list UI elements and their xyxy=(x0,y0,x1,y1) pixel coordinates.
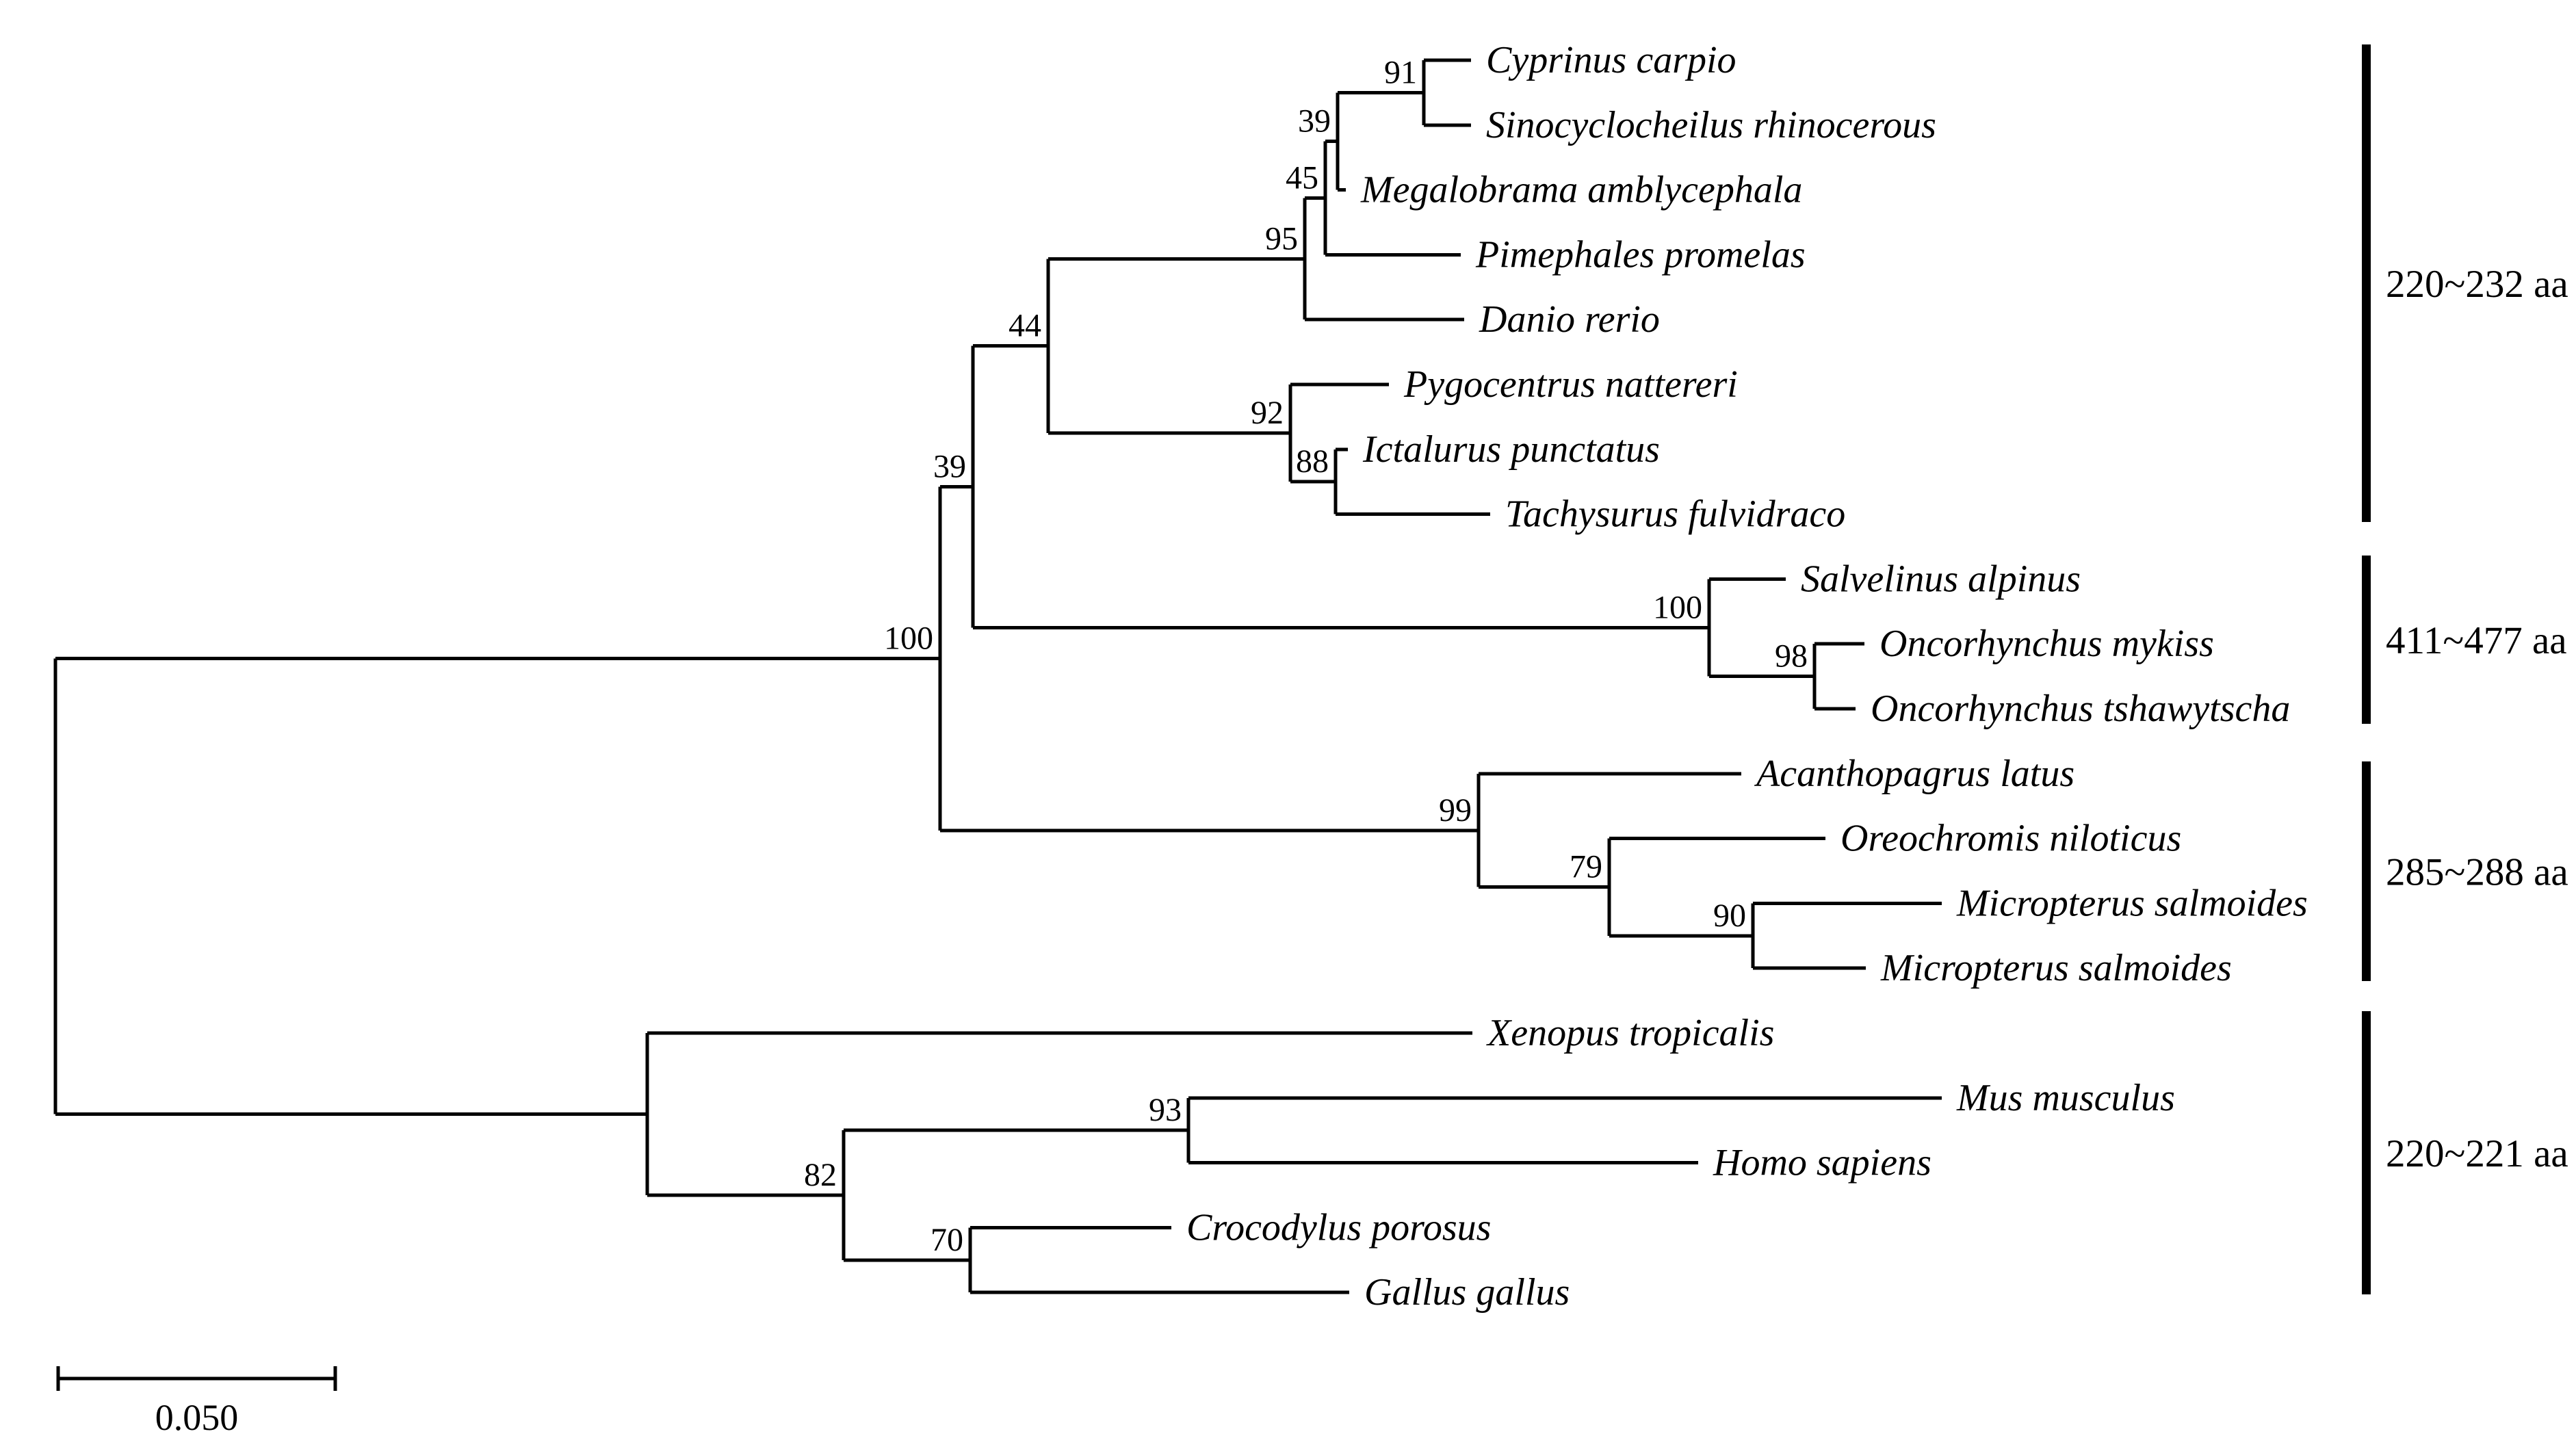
clade-annotation: 411~477 aa xyxy=(2386,619,2567,662)
leaf-label: Danio rerio xyxy=(1479,298,1660,341)
leaf-label: Sinocyclocheilus rhinocerous xyxy=(1486,104,1936,146)
support-value: 70 xyxy=(931,1222,963,1258)
leaf-label: Oncorhynchus tshawytscha xyxy=(1871,688,2290,730)
scale-label: 0.050 xyxy=(155,1397,239,1438)
leaf-label: Oncorhynchus mykiss xyxy=(1879,623,2214,665)
leaf-label: Crocodylus porosus xyxy=(1186,1206,1491,1249)
leaf-label: Cyprinus carpio xyxy=(1486,39,1736,81)
leaf-label: Xenopus tropicalis xyxy=(1486,1012,1774,1054)
leaf-label: Ictalurus punctatus xyxy=(1362,428,1660,471)
leaf-label: Tachysurus fulvidraco xyxy=(1505,493,1845,536)
leaf-label: Pimephales promelas xyxy=(1475,233,1806,276)
support-value: 45 xyxy=(1286,159,1318,196)
leaf-label: Salvelinus alpinus xyxy=(1801,558,2081,600)
support-value: 93 xyxy=(1149,1092,1182,1128)
clade-annotation: 220~232 aa xyxy=(2386,263,2568,306)
leaf-label: Megalobrama amblycephala xyxy=(1360,169,1802,211)
clade-annotation: 220~221 aa xyxy=(2386,1132,2568,1175)
leaf-label: Gallus gallus xyxy=(1364,1271,1570,1314)
clade-bar xyxy=(2362,44,2371,522)
support-value: 99 xyxy=(1439,792,1472,828)
leaf-label: Mus musculus xyxy=(1956,1077,2175,1119)
leaf-label: Acanthopagrus latus xyxy=(1754,753,2074,795)
leaf-label: Pygocentrus nattereri xyxy=(1403,363,1738,406)
support-value: 39 xyxy=(933,449,966,485)
support-value: 95 xyxy=(1265,220,1298,257)
support-value: 92 xyxy=(1251,395,1284,431)
clade-bar xyxy=(2362,761,2371,981)
support-value: 82 xyxy=(804,1157,837,1193)
support-value: 91 xyxy=(1384,54,1417,90)
support-value: 79 xyxy=(1570,849,1602,885)
clade-bar xyxy=(2362,556,2371,724)
support-value: 90 xyxy=(1713,898,1746,934)
leaf-label: Micropterus salmoides xyxy=(1956,882,2308,924)
clade-bar xyxy=(2362,1011,2371,1294)
support-value: 44 xyxy=(1009,308,1041,344)
leaf-label: Micropterus salmoides xyxy=(1880,947,2232,989)
support-value: 98 xyxy=(1775,638,1808,675)
support-value: 100 xyxy=(884,621,933,657)
support-value: 100 xyxy=(1653,590,1702,626)
leaf-label: Homo sapiens xyxy=(1713,1142,1931,1184)
leaf-label: Oreochromis niloticus xyxy=(1840,818,2181,860)
support-value: 88 xyxy=(1296,443,1329,480)
support-value: 39 xyxy=(1298,103,1331,140)
clade-annotation: 285~288 aa xyxy=(2386,850,2568,893)
